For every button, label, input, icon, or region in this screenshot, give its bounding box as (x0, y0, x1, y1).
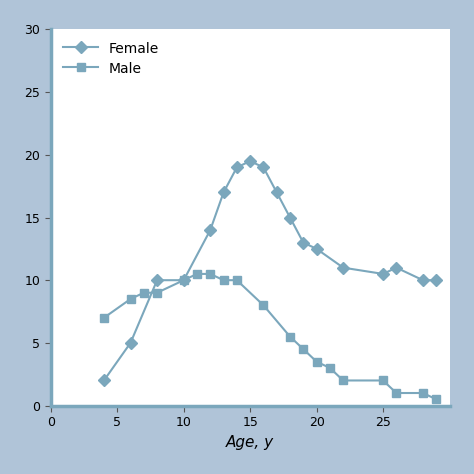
Female (380, 271, 386, 277)
Female (314, 246, 319, 252)
Male (327, 365, 333, 371)
Female (101, 378, 107, 383)
Line: Male: Male (100, 270, 440, 403)
Male (287, 334, 293, 339)
Male (234, 277, 240, 283)
X-axis label: Age, y: Age, y (226, 435, 274, 449)
Female (181, 277, 187, 283)
Female (433, 277, 439, 283)
Legend: Female, Male: Female, Male (58, 36, 165, 81)
Female (340, 265, 346, 271)
Male (128, 296, 133, 302)
Male (301, 346, 306, 352)
Female (234, 164, 240, 170)
Female (154, 277, 160, 283)
Male (208, 271, 213, 277)
Female (287, 215, 293, 220)
Female (420, 277, 426, 283)
Female (221, 190, 227, 195)
Female (128, 340, 133, 346)
Female (261, 164, 266, 170)
Male (314, 359, 319, 365)
Male (393, 390, 399, 396)
Male (154, 290, 160, 296)
Male (101, 315, 107, 320)
Male (420, 390, 426, 396)
Female (208, 227, 213, 233)
Female (301, 240, 306, 246)
Male (380, 378, 386, 383)
Female (393, 265, 399, 271)
Male (261, 302, 266, 308)
Female (247, 158, 253, 164)
Male (433, 396, 439, 402)
Male (221, 277, 227, 283)
Male (340, 378, 346, 383)
Male (194, 271, 200, 277)
Line: Female: Female (100, 157, 440, 384)
Male (181, 277, 187, 283)
Male (141, 290, 146, 296)
Female (274, 190, 280, 195)
